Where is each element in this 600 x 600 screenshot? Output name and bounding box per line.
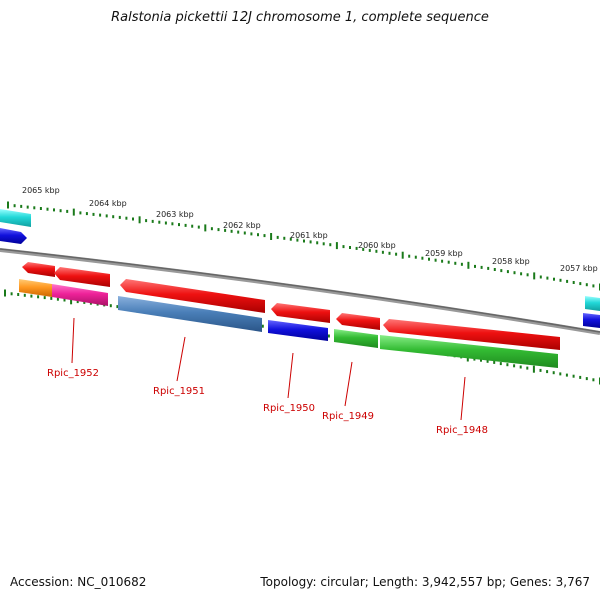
kbp-label: 2057 kbp (560, 264, 598, 273)
accession-text: Accession: NC_010682 (10, 575, 147, 589)
gene-arrow[interactable] (0, 228, 27, 244)
gene-arrow[interactable] (334, 329, 378, 348)
gene-arrow[interactable] (271, 303, 330, 323)
gene-label[interactable]: Rpic_1948 (436, 425, 488, 436)
kbp-label: 2059 kbp (425, 249, 463, 258)
gene-label[interactable]: Rpic_1950 (263, 403, 315, 414)
gene-label[interactable]: Rpic_1949 (322, 411, 374, 422)
kbp-label: 2064 kbp (89, 199, 127, 208)
gene-leader-line (71, 317, 75, 364)
map-title: Ralstonia pickettii 12J chromosome 1, co… (111, 10, 489, 25)
topology-summary: Topology: circular; Length: 3,942,557 bp… (260, 575, 590, 589)
backbone-line (0, 248, 600, 335)
gene-label[interactable]: Rpic_1952 (47, 368, 99, 379)
gene-arrow[interactable] (19, 279, 52, 297)
gene-arrow[interactable] (22, 262, 55, 277)
gene-arrow[interactable] (118, 296, 262, 332)
gene-arrow[interactable] (383, 319, 560, 350)
gene-label[interactable]: Rpic_1951 (153, 386, 205, 397)
gene-leader-line (344, 361, 353, 407)
gene-arrow[interactable] (268, 320, 328, 341)
gene-arrow[interactable] (380, 335, 558, 368)
kbp-label: 2058 kbp (492, 257, 530, 266)
kbp-label: 2065 kbp (22, 186, 60, 195)
gene-leader-line (287, 352, 294, 399)
gene-arrow[interactable] (52, 284, 108, 306)
gene-arrow[interactable] (0, 209, 31, 227)
upper-tick-ruler (7, 201, 600, 291)
gene-leader-line (460, 376, 466, 421)
gene-arrow[interactable] (585, 296, 600, 311)
gene-leader-line (176, 336, 186, 382)
gene-arrow[interactable] (336, 313, 380, 330)
gene-arrow[interactable] (54, 267, 110, 287)
gene-arrow[interactable] (120, 279, 265, 313)
gene-arrow[interactable] (583, 313, 600, 328)
kbp-label: 2063 kbp (156, 210, 194, 219)
kbp-label: 2060 kbp (358, 241, 396, 250)
kbp-label: 2061 kbp (290, 231, 328, 240)
kbp-label: 2062 kbp (223, 221, 261, 230)
